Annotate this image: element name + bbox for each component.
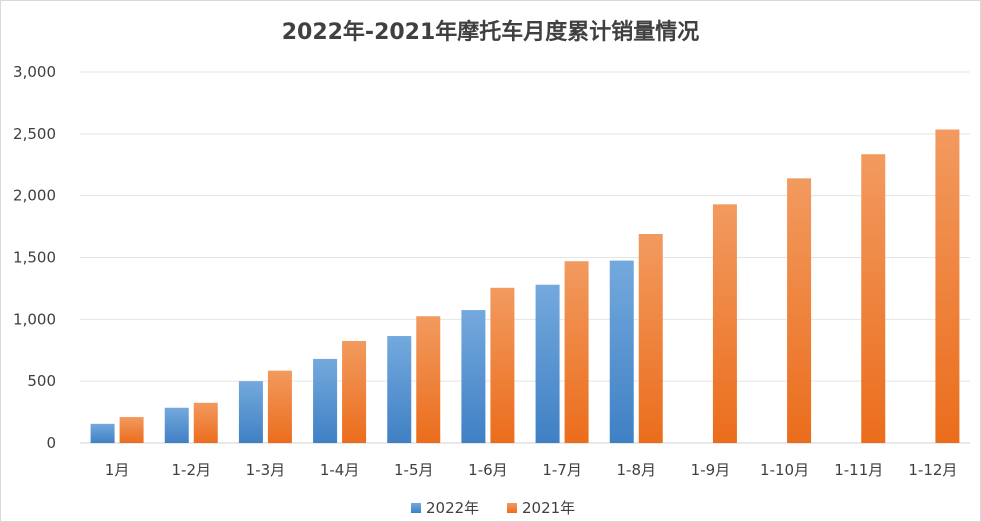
- x-tick-label: 1-11月: [834, 461, 883, 479]
- bar-series-b: [119, 417, 144, 443]
- y-tick-label: 1,500: [13, 249, 56, 267]
- bar-series-b: [193, 402, 218, 443]
- bar-series-b: [564, 261, 589, 443]
- legend-swatch: [507, 503, 517, 513]
- bar-series-b: [490, 287, 515, 443]
- y-tick-label: 500: [27, 372, 56, 390]
- y-axis-ticks: 0 500 1,000 1,500 2,000 2,500 3,000: [13, 63, 56, 452]
- x-tick-label: 1-12月: [908, 461, 957, 479]
- bar-series-a: [387, 336, 412, 443]
- x-tick-label: 1-10月: [760, 461, 809, 479]
- bar-series-a: [313, 358, 338, 443]
- y-tick-label: 3,000: [13, 63, 56, 81]
- bars: [90, 129, 960, 443]
- bar-series-a: [90, 423, 115, 443]
- bar-series-b: [712, 204, 737, 443]
- x-tick-label: 1-8月: [617, 461, 657, 479]
- bar-series-a: [609, 260, 634, 443]
- chart-title: 2022年-2021年摩托车月度累计销量情况: [281, 20, 700, 45]
- legend-label: 2021年: [522, 499, 575, 517]
- x-axis-ticks: 1月 1-2月 1-3月 1-4月 1-5月 1-6月 1-7月 1-8月 1-9月 1-10月 1…: [105, 461, 958, 479]
- legend-label: 2022年: [426, 499, 479, 517]
- bar-series-b: [267, 370, 292, 443]
- bar-series-b: [787, 178, 812, 443]
- bar-series-b: [935, 129, 960, 443]
- y-tick-label: 1,000: [13, 310, 56, 328]
- legend-swatch: [411, 503, 421, 513]
- bar-series-b: [861, 154, 886, 443]
- x-tick-label: 1-9月: [691, 461, 731, 479]
- x-tick-label: 1-4月: [320, 461, 360, 479]
- x-tick-label: 1-7月: [542, 461, 582, 479]
- bar-series-b: [416, 316, 441, 443]
- gridlines: [80, 71, 970, 444]
- bar-series-b: [342, 340, 367, 443]
- bar-series-a: [238, 381, 263, 443]
- x-tick-label: 1-5月: [394, 461, 434, 479]
- x-tick-label: 1月: [105, 461, 130, 479]
- bar-series-a: [164, 407, 189, 443]
- legend: 2022年 2021年: [411, 499, 575, 517]
- bar-series-b: [638, 234, 663, 443]
- x-tick-label: 1-2月: [172, 461, 212, 479]
- bar-series-a: [461, 310, 486, 443]
- y-tick-label: 2,500: [13, 125, 56, 143]
- x-tick-label: 1-3月: [246, 461, 286, 479]
- x-tick-label: 1-6月: [468, 461, 508, 479]
- bar-series-a: [535, 284, 560, 443]
- y-tick-label: 2,000: [13, 187, 56, 205]
- y-tick-label: 0: [46, 434, 56, 452]
